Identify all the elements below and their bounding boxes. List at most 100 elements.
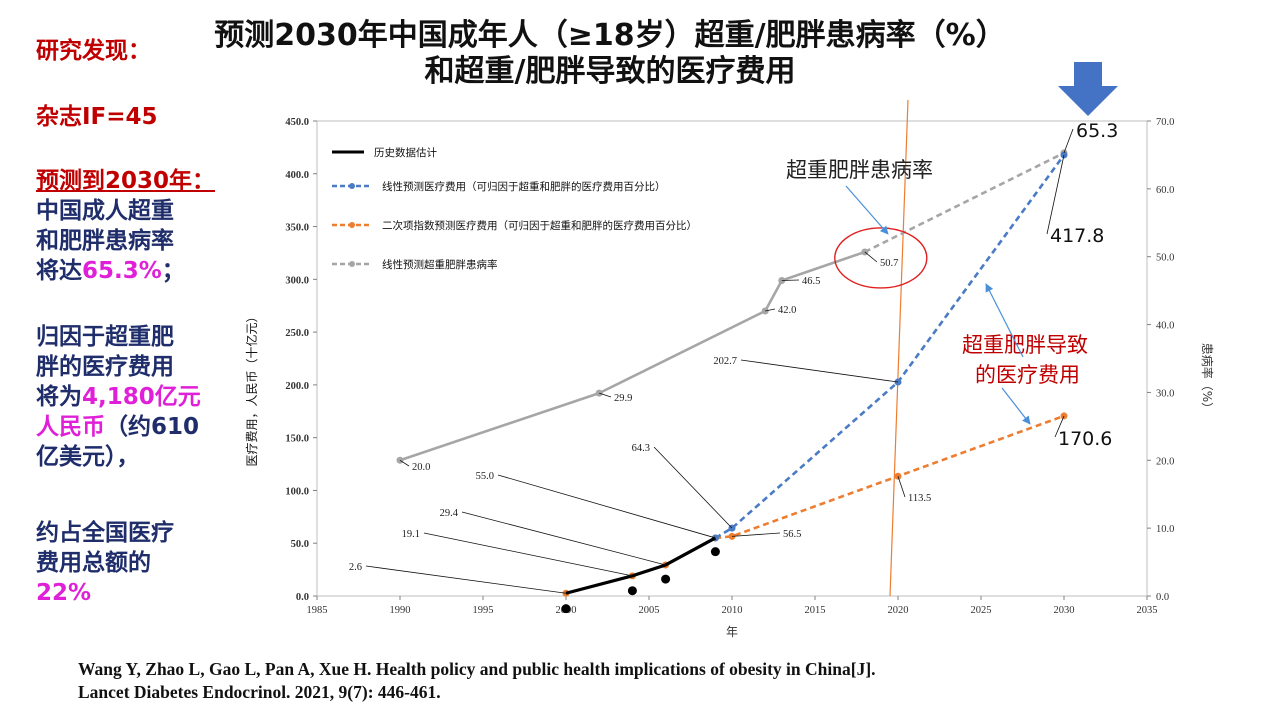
citation: Wang Y, Zhao L, Gao L, Pan A, Xue H. Hea…	[78, 658, 1178, 704]
journal-if: 杂志IF=45	[36, 104, 158, 130]
finding-cost-line1: 归因于超重肥	[36, 324, 174, 350]
point-label-leader	[765, 308, 776, 312]
annotation-cost-line2: 的医疗费用	[975, 363, 1080, 387]
y-tick-label: 200.0	[285, 381, 309, 392]
legend-label: 线性预测医疗费用（可归因于超重和肥胖的医疗费用百分比）	[382, 180, 666, 193]
legend-marker	[349, 261, 355, 267]
cost-usd-prefix: （约610	[105, 414, 200, 440]
finding-share-line1: 约占全国医疗	[36, 520, 174, 546]
series-prevalence-forecast-line	[864, 151, 1065, 254]
y-axis-label: 医疗费用，人民币（十亿元）	[244, 310, 259, 466]
slide-title-line2: 和超重/肥胖导致的医疗费用	[424, 54, 796, 89]
x-tick-label: 2015	[805, 605, 826, 616]
y-tick-label: 450.0	[285, 117, 309, 128]
finding-prevalence: 中国成人超重 和肥胖患病率 将达65.3%；	[36, 196, 185, 286]
legend-marker	[349, 222, 355, 228]
x-tick-label: 1990	[390, 605, 411, 616]
y2-axis-label: 患病率（%）	[1200, 343, 1215, 414]
point-label: 202.7	[713, 356, 737, 367]
point-label-leader	[365, 565, 567, 594]
y-tick-label: 50.0	[291, 539, 309, 550]
y2-tick-label: 70.0	[1156, 117, 1174, 128]
x-tick-label: 2025	[971, 605, 992, 616]
citation-line2: Lancet Diabetes Endocrinol. 2021, 9(7): …	[78, 682, 441, 702]
point-label: 170.6	[1058, 428, 1112, 450]
down-arrow-shape	[1058, 62, 1118, 116]
forecast-heading: 预测到2030年：	[36, 168, 216, 194]
point-label-leader	[740, 359, 899, 383]
point-label: 113.5	[908, 493, 931, 504]
finding-prevalence-line1: 中国成人超重	[36, 198, 174, 224]
series-prevalence-line	[399, 250, 866, 462]
y2-tick-label: 30.0	[1156, 388, 1174, 399]
finding-prevalence-line2: 和肥胖患病率	[36, 228, 174, 254]
legend-marker	[349, 183, 355, 189]
prevalence-prefix: 将达	[36, 258, 82, 284]
historical-dot	[627, 586, 637, 596]
point-label: 55.0	[476, 471, 494, 482]
point-label-leader	[599, 392, 612, 398]
y-tick-label: 300.0	[285, 275, 309, 286]
annotation-arrow-quadratic-cost	[1001, 387, 1031, 425]
finding-cost-line4: 人民币（约610	[36, 412, 201, 442]
point-label-leader	[399, 459, 410, 467]
cost-prefix: 将为	[36, 384, 82, 410]
y2-tick-label: 50.0	[1156, 253, 1174, 264]
annotation-arrow-linear-cost	[985, 283, 1024, 358]
y-tick-label: 250.0	[285, 328, 309, 339]
point-label: 50.7	[880, 258, 898, 269]
y-tick-label: 400.0	[285, 170, 309, 181]
series-linear-cost-line	[714, 154, 1066, 540]
x-tick-label: 2035	[1137, 605, 1158, 616]
prevalence-suffix: ；	[161, 258, 185, 284]
slide-title: 预测2030年中国成年人（≥18岁）超重/肥胖患病率（%） 和超重/肥胖导致的医…	[200, 18, 1020, 90]
point-label: 2.6	[349, 562, 362, 573]
sidebar-heading: 研究发现：	[36, 38, 151, 64]
y-tick-label: 0.0	[296, 592, 309, 603]
point-label: 64.3	[632, 443, 650, 454]
x-tick-label: 2010	[722, 605, 743, 616]
x-tick-label: 2030	[1054, 605, 1075, 616]
historical-dot	[710, 547, 720, 557]
point-label: 46.5	[802, 276, 820, 287]
historical-dot	[661, 574, 671, 584]
annotation-cost-line1: 超重肥胖导致	[962, 333, 1088, 357]
y2-tick-label: 10.0	[1156, 524, 1174, 535]
legend-label: 线性预测超重肥胖患病率	[382, 258, 498, 271]
point-label-leader	[461, 511, 666, 566]
point-label-leader	[731, 532, 781, 537]
x-tick-label: 1985	[307, 605, 328, 616]
point-label: 29.4	[440, 508, 459, 519]
point-label-leader	[897, 476, 906, 498]
point-label-leader	[423, 532, 633, 577]
x-tick-label: 1995	[473, 605, 494, 616]
y2-tick-label: 60.0	[1156, 185, 1174, 196]
point-label: 20.0	[412, 462, 430, 473]
citation-line1: Wang Y, Zhao L, Gao L, Pan A, Xue H. Hea…	[78, 659, 876, 679]
point-label-leader	[1054, 415, 1065, 438]
finding-cost-line5: 亿美元），	[36, 444, 140, 470]
legend-label: 历史数据估计	[374, 146, 437, 159]
y-tick-label: 150.0	[285, 434, 309, 445]
y2-tick-label: 40.0	[1156, 321, 1174, 332]
point-label: 42.0	[778, 305, 796, 316]
prevalence-value: 65.3%	[82, 258, 162, 284]
point-label-leader	[1046, 154, 1065, 235]
y2-tick-label: 0.0	[1156, 592, 1169, 603]
point-label-leader	[653, 446, 733, 529]
cost-currency: 人民币	[36, 414, 105, 440]
finding-prevalence-line3: 将达65.3%；	[36, 256, 185, 286]
y-tick-label: 100.0	[285, 486, 309, 497]
y2-tick-label: 20.0	[1156, 456, 1174, 467]
finding-cost: 归因于超重肥 胖的医疗费用 将为4,180亿元 人民币（约610 亿美元），	[36, 322, 201, 472]
slide-title-line1: 预测2030年中国成年人（≥18岁）超重/肥胖患病率（%）	[214, 18, 1006, 53]
point-label-leader	[1063, 128, 1074, 154]
annotation-prevalence: 超重肥胖患病率	[786, 158, 933, 182]
cost-value: 4,180亿元	[82, 384, 201, 410]
series-historical-line	[565, 536, 717, 595]
point-label-leader	[497, 474, 716, 539]
annotation-arrow-prevalence	[845, 185, 889, 235]
historical-dot	[561, 604, 571, 614]
down-arrow-icon	[1058, 62, 1118, 116]
